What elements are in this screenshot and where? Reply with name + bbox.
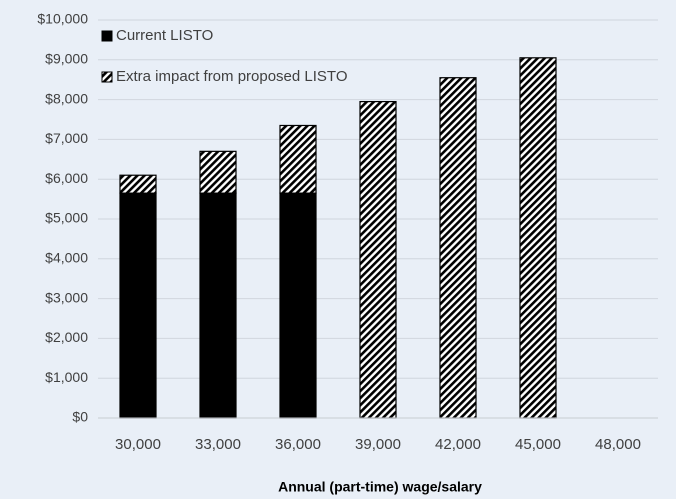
- legend-swatch: [101, 71, 113, 83]
- y-tick-label: $3,000: [45, 289, 88, 305]
- bar-segment: [119, 174, 157, 194]
- y-tick-label: $9,000: [45, 51, 88, 67]
- bar-segment: [279, 124, 317, 194]
- bar-segment: [359, 100, 397, 419]
- x-tick-label: 36,000: [275, 436, 321, 453]
- x-tick-label: 45,000: [515, 436, 561, 453]
- legend-label: Current LISTO: [116, 27, 213, 44]
- x-tick-label: 30,000: [115, 436, 161, 453]
- y-tick-label: $6,000: [45, 170, 88, 186]
- bar-segment: [439, 77, 477, 419]
- bar-segment: [519, 57, 557, 419]
- x-tick-label: 39,000: [355, 436, 401, 453]
- x-axis-title: Annual (part-time) wage/salary: [278, 479, 482, 495]
- bar-segment: [199, 192, 237, 419]
- y-tick-label: $2,000: [45, 329, 88, 345]
- bar-segment: [119, 192, 157, 419]
- y-tick-label: $10,000: [37, 11, 88, 27]
- x-tick-label: 48,000: [595, 436, 641, 453]
- bar-segment: [279, 192, 317, 419]
- legend-swatch: [101, 30, 113, 42]
- y-tick-label: $4,000: [45, 250, 88, 266]
- y-tick-label: $0: [72, 409, 88, 425]
- y-tick-label: $8,000: [45, 90, 88, 106]
- y-tick-label: $7,000: [45, 130, 88, 146]
- legend-label: Extra impact from proposed LISTO: [116, 68, 347, 85]
- bar-segment: [199, 150, 237, 194]
- x-tick-label: 42,000: [435, 436, 481, 453]
- y-tick-label: $1,000: [45, 369, 88, 385]
- y-tick-label: $5,000: [45, 210, 88, 226]
- x-tick-label: 33,000: [195, 436, 241, 453]
